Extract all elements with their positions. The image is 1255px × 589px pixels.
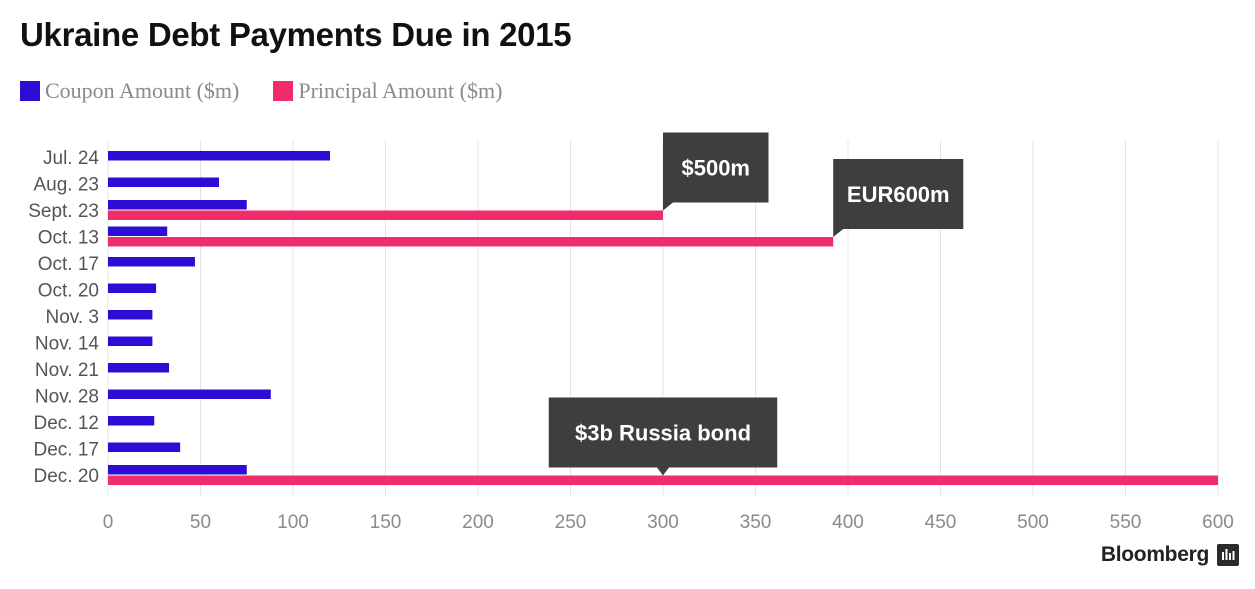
callout: $500m (663, 132, 769, 211)
x-tick-label: 350 (740, 512, 772, 533)
x-tick-label: 500 (1017, 512, 1049, 533)
callout: $3b Russia bond (548, 397, 778, 476)
principal-bar (108, 475, 1218, 485)
legend-item-principal: Principal Amount ($m) (273, 78, 502, 104)
callout-box (833, 159, 964, 237)
y-category-label: Oct. 17 (38, 254, 99, 275)
legend-label-coupon: Coupon Amount ($m) (45, 78, 240, 103)
principal-bar (108, 210, 663, 220)
y-category-label: Nov. 21 (35, 360, 99, 381)
legend: Coupon Amount ($m) Principal Amount ($m) (20, 78, 536, 104)
x-tick-label: 200 (462, 512, 494, 533)
x-tick-label: 100 (277, 512, 309, 533)
coupon-bar (108, 389, 271, 399)
legend-item-coupon: Coupon Amount ($m) (20, 78, 239, 104)
callout-label: $500m (681, 156, 750, 181)
y-category-label: Nov. 28 (35, 387, 99, 408)
callout: EUR600m (833, 159, 964, 237)
y-category-label: Oct. 20 (38, 281, 99, 302)
x-tick-label: 550 (1110, 512, 1142, 533)
coupon-bar (108, 151, 330, 161)
principal-bar (108, 237, 834, 247)
y-category-label: Aug. 23 (34, 175, 100, 196)
coupon-bar (108, 257, 195, 267)
x-tick-label: 600 (1202, 512, 1234, 533)
coupon-bar (108, 442, 181, 452)
y-category-label: Nov. 3 (45, 307, 99, 328)
coupon-bar (108, 177, 219, 187)
coupon-bar (108, 226, 168, 236)
legend-swatch-principal (273, 81, 294, 101)
legend-swatch-coupon (20, 81, 40, 101)
coupon-bar (108, 200, 247, 210)
callout-box (663, 132, 769, 211)
callout-label: $3b Russia bond (575, 421, 751, 446)
x-tick-label: 300 (647, 512, 679, 533)
x-tick-label: 150 (370, 512, 402, 533)
y-category-label: Oct. 13 (38, 228, 99, 249)
coupon-bar (108, 363, 170, 373)
y-category-label: Dec. 20 (34, 466, 99, 487)
brand-footer: Bloomberg (1101, 543, 1239, 567)
x-tick-label: 400 (832, 512, 864, 533)
coupon-bar (108, 465, 247, 475)
brand-name: Bloomberg (1100, 543, 1209, 566)
x-tick-label: 50 (190, 512, 211, 533)
y-category-label: Dec. 17 (34, 440, 99, 461)
coupon-bar (108, 310, 153, 320)
y-category-label: Sept. 23 (28, 201, 99, 222)
y-category-label: Jul. 24 (43, 148, 99, 169)
callout-box (548, 397, 778, 476)
y-category-label: Dec. 12 (34, 413, 99, 434)
chart-title: Ukraine Debt Payments Due in 2015 (20, 16, 572, 53)
coupon-bar (108, 283, 157, 293)
x-tick-label: 0 (103, 512, 114, 533)
coupon-bar (108, 336, 153, 346)
legend-label-principal: Principal Amount ($m) (298, 78, 503, 103)
coupon-bar (108, 416, 155, 426)
bloomberg-logo-icon (1217, 544, 1239, 566)
y-category-label: Nov. 14 (35, 334, 100, 355)
x-tick-label: 250 (555, 512, 587, 533)
callout-label: EUR600m (847, 182, 950, 207)
x-tick-label: 450 (925, 512, 957, 533)
